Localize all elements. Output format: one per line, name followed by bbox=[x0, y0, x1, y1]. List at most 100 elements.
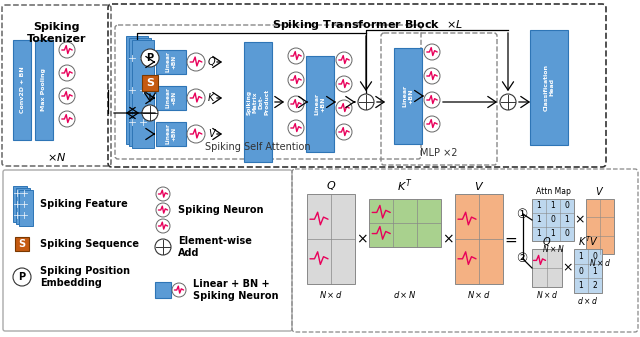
Circle shape bbox=[336, 52, 352, 68]
Circle shape bbox=[156, 203, 170, 217]
Bar bbox=[129, 38, 151, 146]
Text: Linear + BN +
Spiking Neuron: Linear + BN + Spiking Neuron bbox=[193, 279, 278, 301]
Text: Spiking Position
Embedding: Spiking Position Embedding bbox=[40, 266, 130, 288]
Circle shape bbox=[336, 76, 352, 92]
Text: 2: 2 bbox=[593, 281, 597, 290]
Circle shape bbox=[59, 88, 75, 104]
Text: 1: 1 bbox=[579, 281, 584, 290]
Text: P: P bbox=[19, 272, 26, 282]
Text: $N\times N$: $N\times N$ bbox=[541, 244, 564, 254]
Bar bbox=[574, 249, 602, 293]
Circle shape bbox=[59, 42, 75, 58]
Text: $V$: $V$ bbox=[474, 180, 484, 192]
Bar bbox=[13, 40, 31, 140]
Text: 0: 0 bbox=[593, 252, 597, 261]
Circle shape bbox=[187, 53, 205, 71]
Circle shape bbox=[500, 94, 516, 110]
Text: 1: 1 bbox=[536, 215, 541, 224]
Text: 1: 1 bbox=[550, 202, 556, 211]
Text: 1: 1 bbox=[536, 229, 541, 239]
Text: ②: ② bbox=[516, 252, 527, 266]
Text: Linear
+BN: Linear +BN bbox=[166, 88, 177, 109]
Bar bbox=[394, 48, 422, 144]
Text: K: K bbox=[208, 93, 214, 103]
Text: Linear
+BN: Linear +BN bbox=[315, 93, 325, 115]
Text: 0: 0 bbox=[579, 267, 584, 276]
Circle shape bbox=[142, 105, 158, 121]
Text: P: P bbox=[147, 53, 154, 63]
Text: Spiking Transformer Block  $\times L$: Spiking Transformer Block $\times L$ bbox=[271, 18, 463, 32]
Text: $\times$: $\times$ bbox=[573, 214, 584, 226]
Bar bbox=[244, 42, 272, 162]
Bar bbox=[15, 237, 29, 251]
Bar bbox=[532, 249, 562, 287]
Bar bbox=[142, 75, 158, 91]
Bar bbox=[156, 86, 186, 110]
Text: 1: 1 bbox=[564, 215, 570, 224]
Bar bbox=[532, 199, 574, 241]
Text: 1: 1 bbox=[550, 229, 556, 239]
Circle shape bbox=[155, 239, 171, 255]
FancyBboxPatch shape bbox=[3, 170, 292, 331]
Text: 1: 1 bbox=[536, 202, 541, 211]
Bar bbox=[369, 199, 441, 247]
Circle shape bbox=[172, 283, 186, 297]
Circle shape bbox=[424, 44, 440, 60]
Bar bbox=[13, 186, 27, 222]
Text: $Q$: $Q$ bbox=[542, 235, 552, 247]
Text: Max Pooling: Max Pooling bbox=[42, 68, 47, 112]
Text: $d\times N$: $d\times N$ bbox=[393, 288, 417, 300]
Text: $\times$: $\times$ bbox=[442, 232, 454, 246]
Text: Linear
+BN: Linear +BN bbox=[166, 52, 177, 72]
Circle shape bbox=[141, 49, 159, 67]
Text: Spiking Sequence: Spiking Sequence bbox=[40, 239, 139, 249]
Text: $N\times d$: $N\times d$ bbox=[467, 288, 491, 300]
Circle shape bbox=[424, 92, 440, 108]
Text: 0: 0 bbox=[564, 202, 570, 211]
Text: $Q$: $Q$ bbox=[326, 180, 336, 192]
Text: $V$: $V$ bbox=[595, 185, 605, 197]
Text: Attn Map: Attn Map bbox=[536, 186, 570, 195]
Bar bbox=[126, 36, 148, 144]
Bar bbox=[132, 39, 154, 148]
Text: $d\times d$: $d\times d$ bbox=[577, 296, 598, 306]
Circle shape bbox=[59, 65, 75, 81]
Text: 1: 1 bbox=[593, 267, 597, 276]
Circle shape bbox=[187, 125, 205, 143]
Bar bbox=[156, 122, 186, 146]
Bar bbox=[530, 30, 568, 145]
Bar bbox=[156, 50, 186, 74]
Text: ①: ① bbox=[516, 208, 527, 220]
Text: 1: 1 bbox=[579, 252, 584, 261]
Circle shape bbox=[288, 96, 304, 112]
Text: 0: 0 bbox=[550, 215, 556, 224]
Text: Spiking
Tokenizer: Spiking Tokenizer bbox=[27, 22, 86, 43]
Text: $=$: $=$ bbox=[502, 232, 518, 246]
Text: $\times$: $\times$ bbox=[562, 262, 572, 275]
Text: Spiking
Matrix
Dot-
Product: Spiking Matrix Dot- Product bbox=[247, 89, 269, 115]
Text: 0: 0 bbox=[564, 229, 570, 239]
Bar bbox=[35, 40, 53, 140]
Text: Spiking Neuron: Spiking Neuron bbox=[178, 205, 264, 215]
Text: V: V bbox=[208, 129, 214, 139]
Bar bbox=[307, 194, 355, 284]
Text: Q: Q bbox=[208, 57, 216, 67]
Text: $\times N$: $\times N$ bbox=[47, 151, 66, 163]
Circle shape bbox=[336, 124, 352, 140]
Bar bbox=[155, 282, 171, 298]
Text: S: S bbox=[19, 239, 26, 249]
Text: Spiking Self Attention: Spiking Self Attention bbox=[205, 142, 311, 152]
Text: $N\times d$: $N\times d$ bbox=[319, 288, 343, 300]
Text: $N\times d$: $N\times d$ bbox=[589, 256, 611, 268]
Circle shape bbox=[13, 268, 31, 286]
Bar bbox=[19, 189, 33, 225]
Text: Conv2D + BN: Conv2D + BN bbox=[19, 67, 24, 113]
Text: Linear
+BN: Linear +BN bbox=[403, 85, 413, 107]
Text: Element-wise
Add: Element-wise Add bbox=[178, 236, 252, 258]
Text: $K^TV$: $K^TV$ bbox=[577, 234, 598, 248]
Text: MLP ×2: MLP ×2 bbox=[420, 148, 458, 158]
Circle shape bbox=[424, 68, 440, 84]
Text: $N\times d$: $N\times d$ bbox=[536, 289, 558, 301]
Circle shape bbox=[288, 120, 304, 136]
Circle shape bbox=[59, 111, 75, 127]
